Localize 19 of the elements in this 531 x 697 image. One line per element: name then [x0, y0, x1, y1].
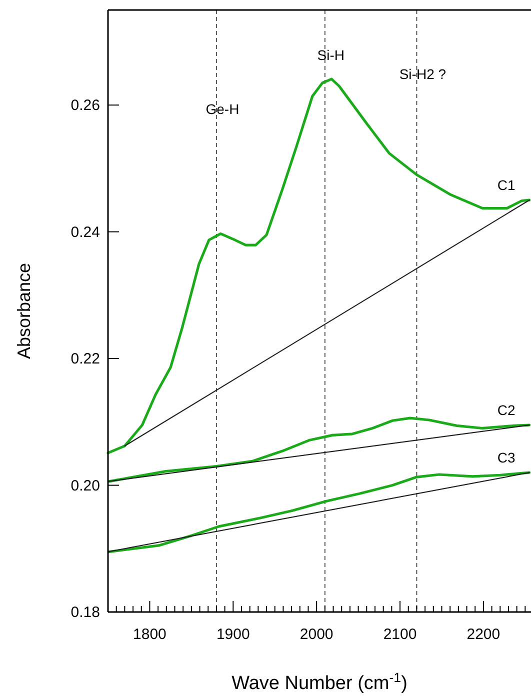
y-tick-label: 0.26: [70, 97, 100, 114]
x-tick-label: 2200: [466, 626, 500, 643]
x-tick-label: 2000: [300, 626, 334, 643]
series-label: C3: [497, 450, 516, 466]
x-tick-label: 1900: [216, 626, 250, 643]
series-label: C1: [497, 177, 516, 194]
y-tick-label: 0.24: [70, 224, 100, 241]
y-axis-title: Absorbance: [14, 262, 34, 360]
y-tick-label: 0.18: [70, 604, 100, 621]
y-tick-label: 0.20: [70, 477, 100, 494]
ref-line-label: Ge-H: [206, 101, 240, 117]
y-tick-label: 0.22: [70, 350, 100, 368]
x-axis-title: Wave Number (cm$^{-1}$): [232, 670, 408, 694]
x-tick-label: 1800: [133, 626, 166, 643]
ref-line-label: Si-H2 ?: [399, 66, 446, 82]
series-label: C2: [497, 402, 516, 418]
line-series: [106, 78, 531, 454]
x-tick-label: 2100: [383, 626, 417, 643]
ref-line-label: Si-H: [317, 47, 345, 63]
